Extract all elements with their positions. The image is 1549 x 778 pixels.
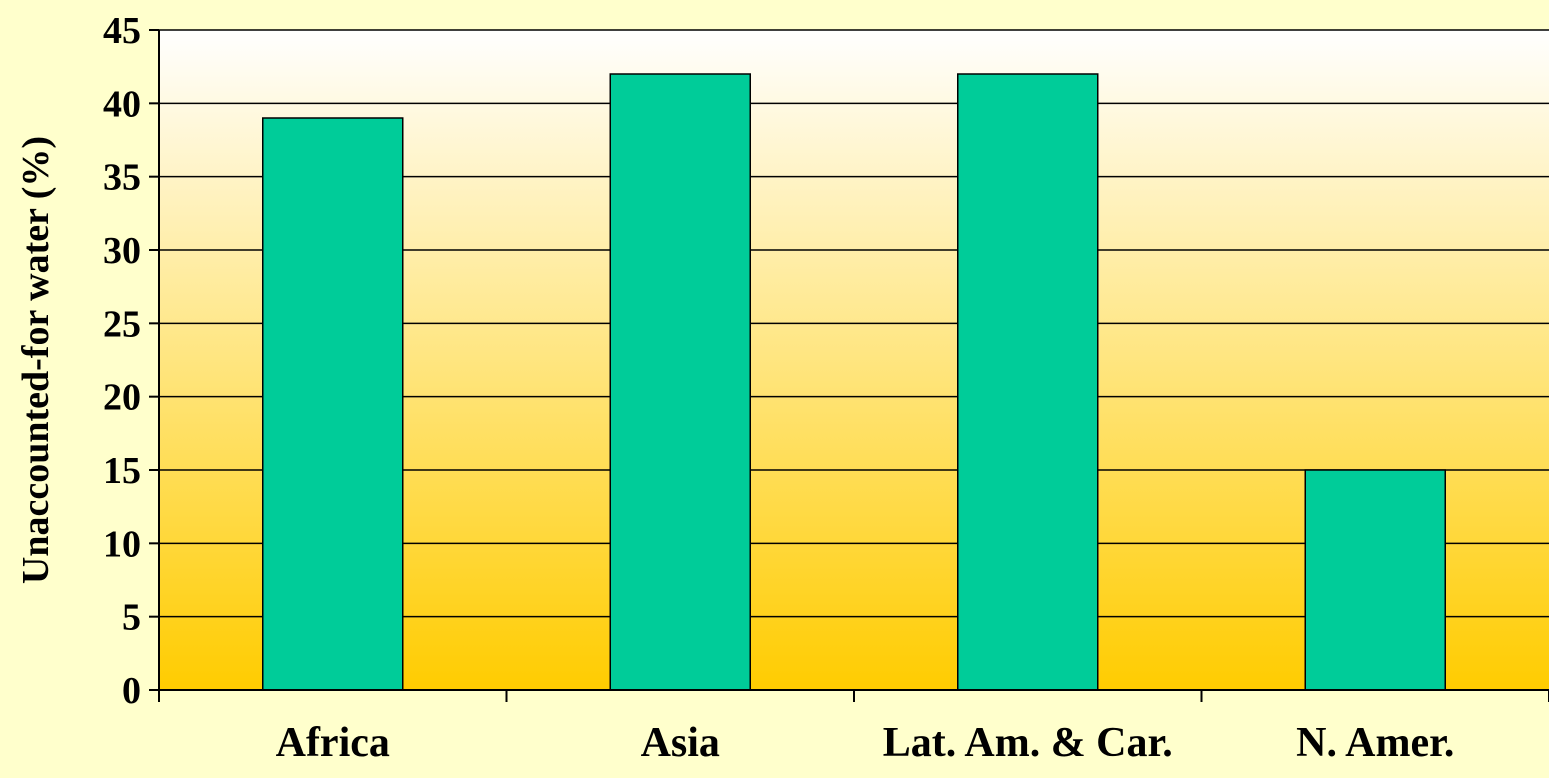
y-tick-label-25: 25 [103, 303, 141, 345]
y-tick-label-40: 40 [103, 83, 141, 125]
y-tick-label-30: 30 [103, 230, 141, 272]
category-labels: Africa Asia Lat. Am. & Car. N. Amer. [276, 720, 1455, 766]
bar-africa [262, 117, 404, 691]
category-label-lat-am-car: Lat. Am. & Car. [883, 720, 1173, 766]
bars [262, 73, 1446, 691]
y-axis-title: Unaccounted-for water (%) [15, 136, 57, 584]
bar-n-amer [1304, 469, 1446, 691]
bar-lat-am-car [957, 73, 1099, 691]
y-tick-label-0: 0 [122, 670, 141, 712]
y-tick-label-35: 35 [103, 157, 141, 199]
bar-asia [609, 73, 751, 691]
x-tick-marks [158, 690, 1549, 702]
y-tick-label-15: 15 [103, 450, 141, 492]
category-label-asia: Asia [641, 720, 720, 766]
y-tick-labels: 0 5 10 15 20 25 30 35 40 45 [103, 10, 141, 712]
category-label-n-amer: N. Amer. [1296, 720, 1454, 766]
y-tick-label-45: 45 [103, 10, 141, 52]
category-label-africa: Africa [276, 720, 390, 766]
y-tick-label-20: 20 [103, 377, 141, 419]
y-tick-label-5: 5 [122, 597, 141, 639]
y-tick-label-10: 10 [103, 523, 141, 565]
